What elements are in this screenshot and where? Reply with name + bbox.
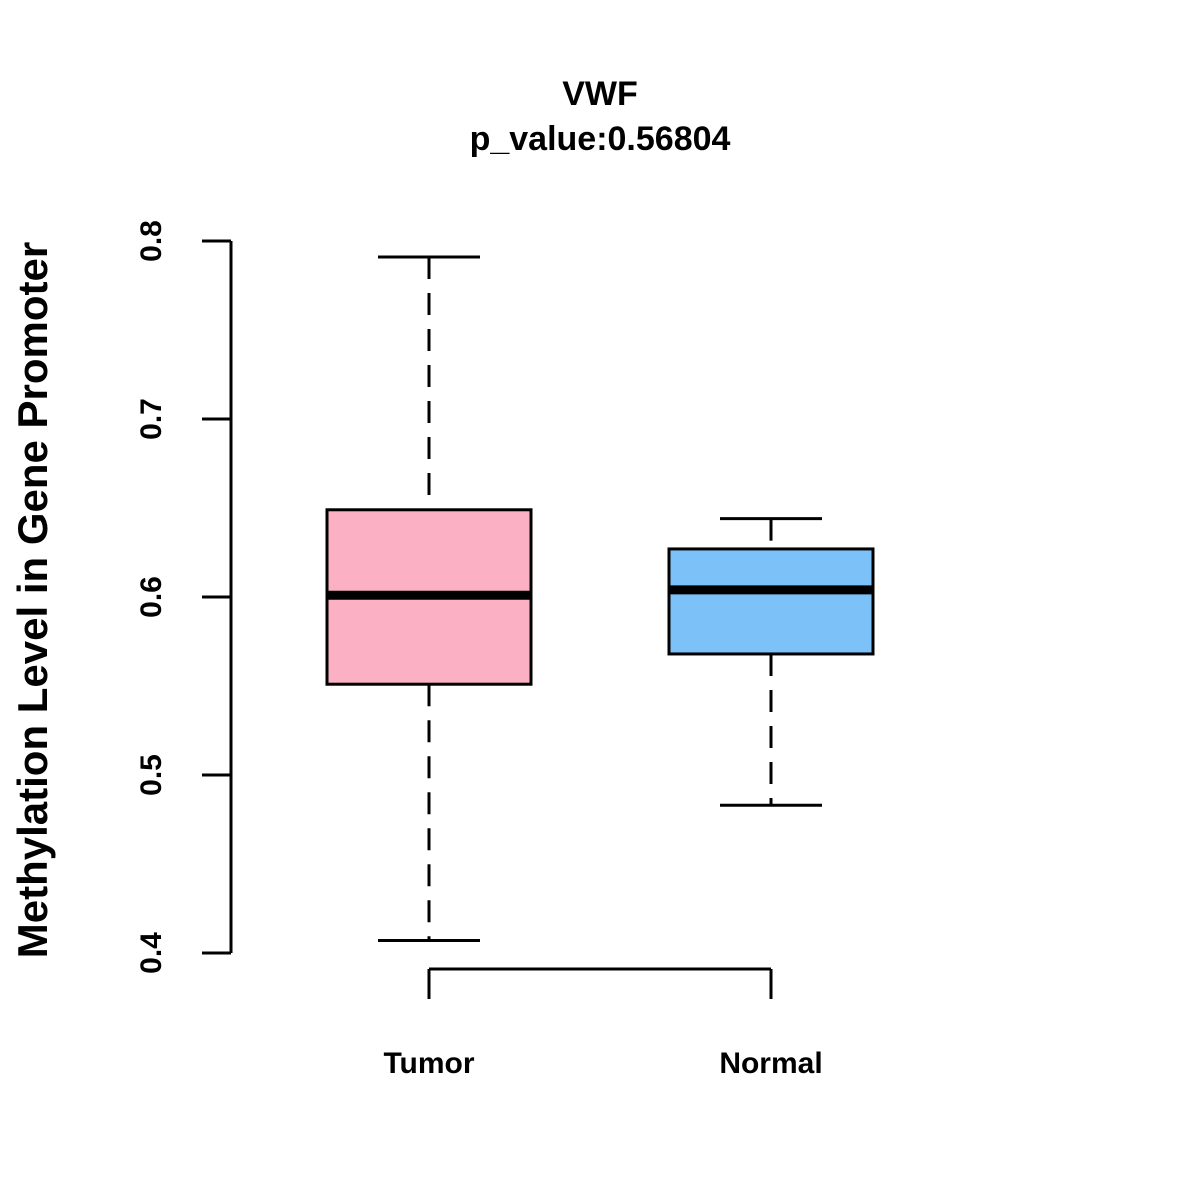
- y-tick-label: 0.5: [135, 754, 168, 796]
- x-tick-label: Tumor: [383, 1047, 474, 1080]
- y-tick-label: 0.8: [135, 220, 168, 262]
- y-tick-label: 0.7: [135, 398, 168, 440]
- y-tick-label: 0.4: [135, 932, 168, 974]
- chart-title: VWF: [562, 75, 638, 113]
- x-tick-label: Normal: [719, 1047, 822, 1080]
- boxes: [325, 255, 875, 943]
- y-axis: 0.4 0.5 0.6 0.7 0.8: [135, 220, 233, 974]
- x-axis: Tumor Normal: [383, 967, 823, 1080]
- box-tumor: [325, 255, 533, 943]
- y-axis-label: Methylation Level in Gene Promoter: [9, 242, 56, 958]
- box-normal: [667, 517, 875, 807]
- y-tick-label: 0.6: [135, 576, 168, 618]
- chart-subtitle: p_value:0.56804: [470, 120, 731, 158]
- iqr-box: [667, 547, 875, 656]
